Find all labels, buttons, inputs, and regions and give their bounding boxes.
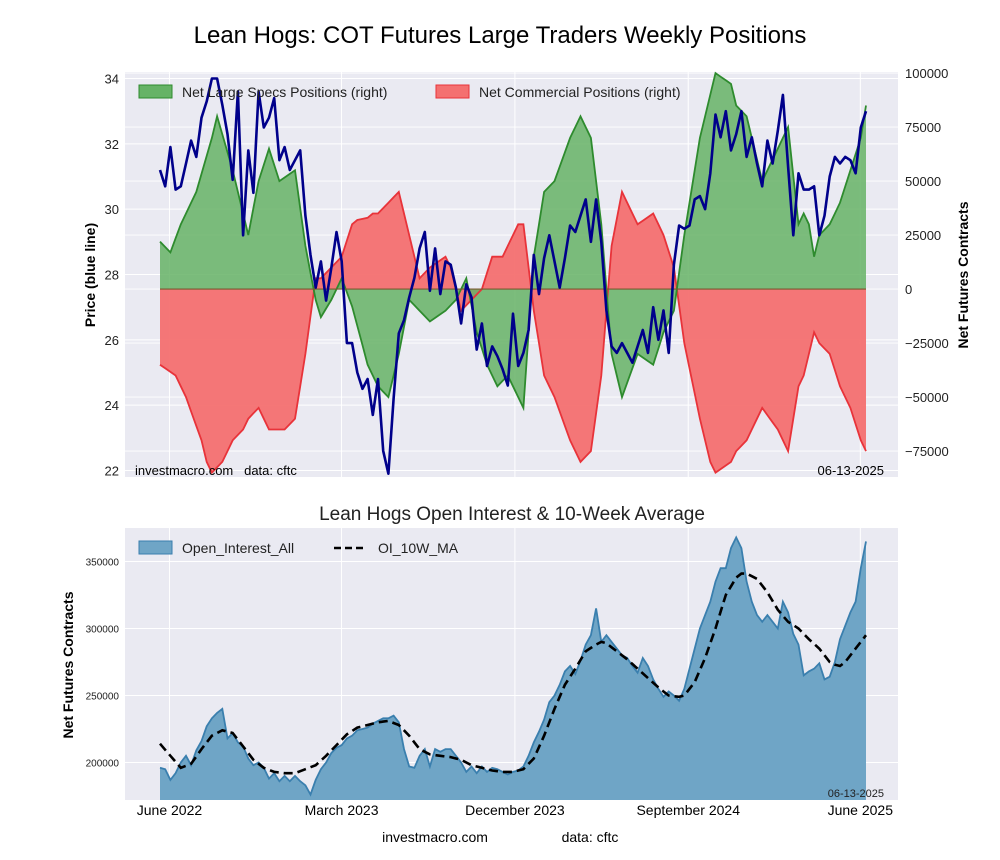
commercial-line: [159, 189, 867, 475]
top-left-tick-label: 32: [105, 137, 119, 152]
bottom-y-tick-label: 350000: [86, 557, 120, 568]
top-right-tick-label: 75000: [905, 120, 941, 135]
legend-label-oi: Open_Interest_All: [182, 540, 294, 556]
bottom-date-note: 06-13-2025: [828, 788, 884, 800]
top-price-line: [158, 77, 868, 475]
top-chart: 22 24 26 28 30 32 34 −75000 −50000 −25000 0 25000 5…: [82, 66, 971, 478]
ma-series-line: [159, 572, 868, 775]
top-left-tick-label: 22: [105, 463, 119, 478]
bottom-x-tick-label: June 2022: [137, 802, 203, 818]
top-left-axis-label: Price (blue line): [82, 223, 98, 327]
bottom-x-tick-label: June 2025: [828, 802, 894, 818]
top-right-tick-label: −50000: [905, 390, 949, 405]
specs-area: [160, 73, 866, 408]
top-right-tick-label: −75000: [905, 444, 949, 459]
legend-label-ma: OI_10W_MA: [378, 540, 459, 556]
bottom-y-tick-label: 200000: [86, 758, 120, 769]
top-left-tick-label: 34: [105, 72, 119, 87]
top-right-tick-label: 0: [905, 282, 912, 297]
page-title: Lean Hogs: COT Futures Large Traders Wee…: [193, 22, 807, 49]
bottom-legend: Open_Interest_All OI_10W_MA: [138, 540, 459, 556]
footer-source: investmacro.com: [382, 829, 488, 845]
top-right-tick-label: −25000: [905, 336, 949, 351]
bottom-chart-title: Lean Hogs Open Interest & 10-Week Averag…: [319, 504, 705, 525]
top-right-axis-label: Net Futures Contracts: [955, 201, 971, 348]
top-right-ticks: −75000 −50000 −25000 0 25000 50000 75000 100000: [905, 66, 949, 459]
bottom-axis-label: Net Futures Contracts: [60, 591, 76, 738]
top-left-tick-label: 30: [105, 202, 119, 217]
bottom-y-tick-label: 250000: [86, 691, 120, 702]
bottom-x-tick-label: September 2024: [636, 802, 740, 818]
bottom-ma-line: [159, 572, 868, 775]
price-series-line: [158, 77, 868, 475]
top-right-tick-label: 50000: [905, 174, 941, 189]
top-right-tick-label: 25000: [905, 228, 941, 243]
legend-swatch-specs: [138, 84, 173, 99]
top-left-tick-label: 26: [105, 333, 119, 348]
legend-swatch-oi: [138, 540, 173, 555]
bottom-y-ticks: 200000 250000 300000 350000: [86, 557, 120, 769]
legend-swatch-commercial: [435, 84, 470, 99]
oi-line: [159, 535, 867, 797]
bottom-y-tick-label: 300000: [86, 624, 120, 635]
top-legend: Net Large Specs Positions (right) Net Co…: [138, 84, 681, 100]
legend-label-specs: Net Large Specs Positions (right): [182, 84, 387, 100]
bottom-x-ticks: June 2022 March 2023 December 2023 Septembe…: [137, 802, 893, 818]
top-left-tick-label: 24: [105, 398, 119, 413]
top-right-tick-label: 100000: [905, 66, 948, 81]
specs-line: [159, 71, 867, 412]
top-source-note: investmacro.com data: cftc: [135, 463, 297, 478]
legend-label-commercial: Net Commercial Positions (right): [479, 84, 681, 100]
bottom-x-tick-label: March 2023: [305, 802, 379, 818]
top-position-areas: [159, 71, 867, 475]
footer-data: data: cftc: [562, 829, 619, 845]
bottom-x-tick-label: December 2023: [465, 802, 565, 818]
top-date-note: 06-13-2025: [818, 463, 885, 478]
top-left-ticks: 22 24 26 28 30 32 34: [105, 72, 119, 479]
bottom-chart: Lean Hogs Open Interest & 10-Week Averag…: [60, 504, 898, 818]
bottom-oi-area: [159, 535, 867, 800]
oi-area: [160, 537, 866, 800]
top-left-tick-label: 28: [105, 268, 119, 283]
